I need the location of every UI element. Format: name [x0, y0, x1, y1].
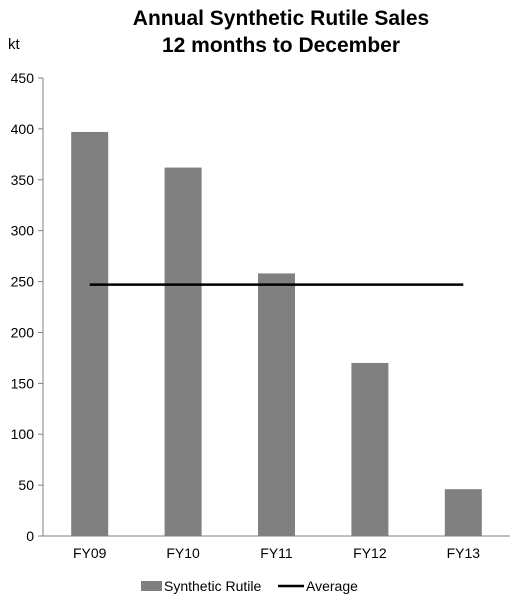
bar-fy12 [351, 362, 389, 536]
x-tick-label: FY10 [166, 545, 200, 561]
y-tick-label: 200 [11, 324, 35, 340]
bar-fy09 [71, 131, 109, 537]
legend-label-synthetic-rutile: Synthetic Rutile [164, 578, 261, 594]
bar-fy11 [258, 273, 295, 536]
y-tick-label: 350 [11, 172, 35, 188]
legend-swatch-synthetic-rutile [141, 581, 162, 591]
x-tick-label: FY13 [447, 545, 481, 561]
y-tick-label: 250 [11, 274, 35, 290]
chart-title-line-2: 12 months to December [162, 34, 400, 57]
y-tick-label: 100 [11, 426, 35, 442]
y-tick-label: 400 [11, 121, 35, 137]
x-tick-label: FY11 [260, 545, 293, 561]
x-tick-label: FY09 [73, 545, 107, 561]
bar-fy10 [164, 167, 202, 536]
y-tick-label: 300 [11, 223, 35, 239]
y-tick-label: 150 [11, 375, 35, 391]
y-tick-label: 450 [11, 70, 35, 86]
chart-title-line-1: Annual Synthetic Rutile Sales [133, 7, 429, 30]
y-tick-label: 50 [18, 477, 34, 493]
legend-label-average: Average [306, 578, 358, 594]
y-tick-label: 0 [26, 528, 34, 544]
y-axis-label: kt [8, 36, 21, 53]
plot-area: 0 50 100 150 200 250 300 350 400 450 FY09 FY10 FY11 F… [11, 70, 510, 561]
bar-fy13 [444, 489, 482, 536]
legend: Synthetic Rutile Average [141, 578, 358, 594]
x-tick-label: FY12 [353, 545, 387, 561]
